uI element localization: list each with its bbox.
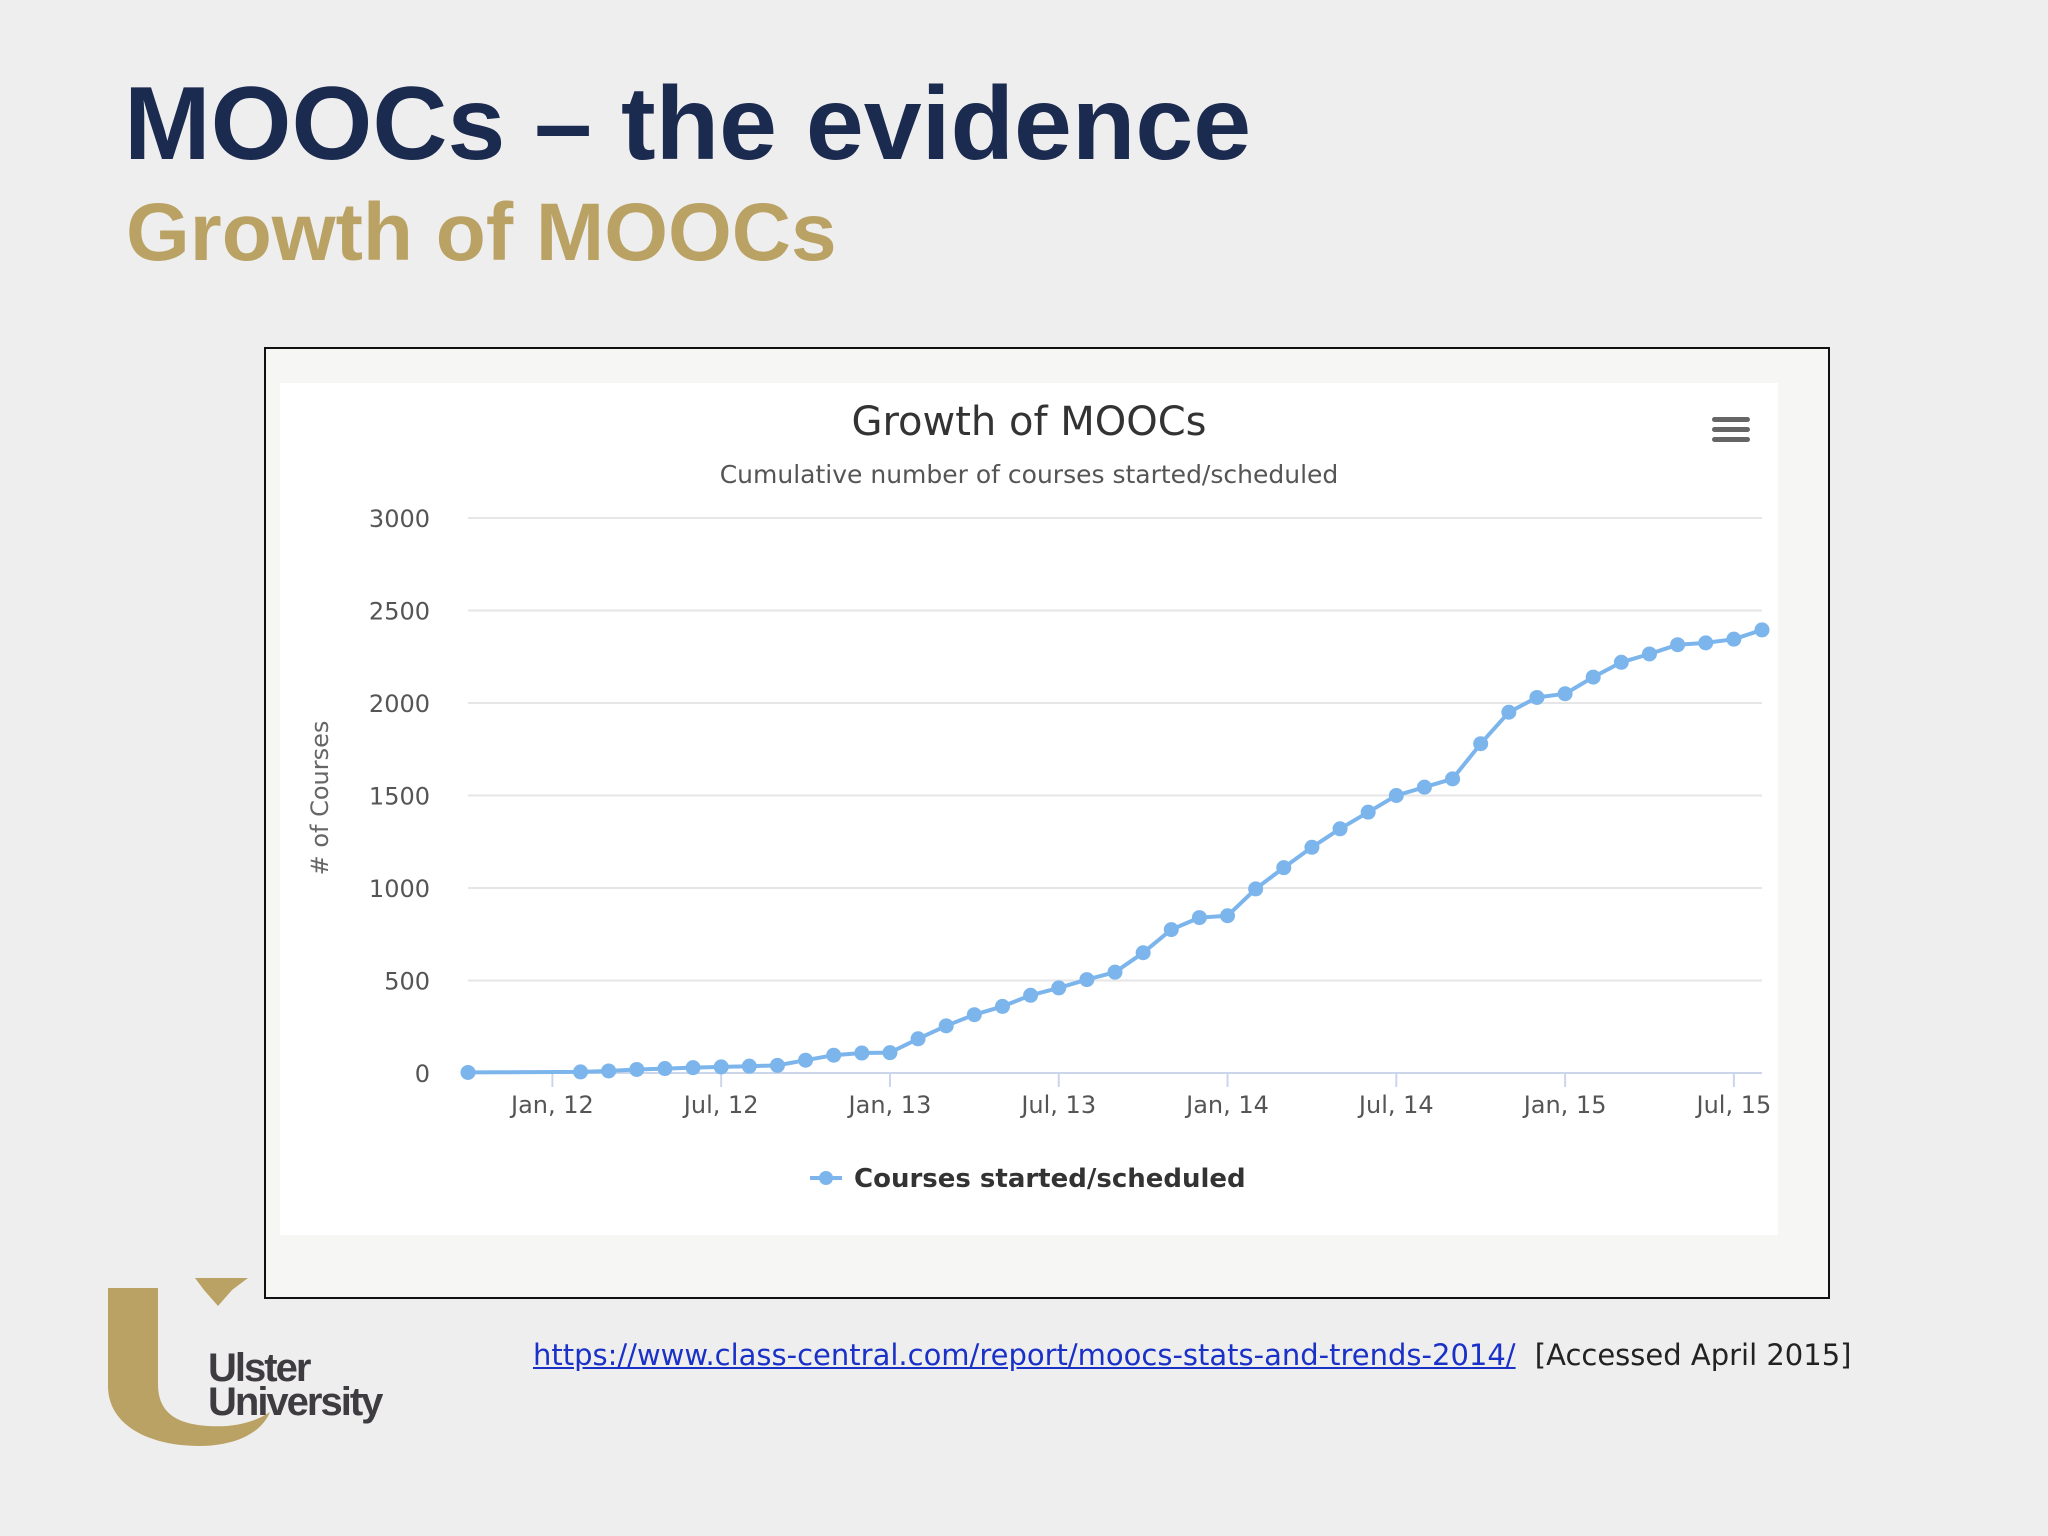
data-point xyxy=(1332,821,1348,837)
data-point xyxy=(1360,804,1376,820)
data-point xyxy=(882,1045,898,1061)
data-point xyxy=(601,1063,617,1079)
data-point xyxy=(1473,736,1489,752)
chart-panel: 0 500 1000 1500 2000 2500 3000 Jan, 12 Jul, 12 Ja… xyxy=(280,383,1778,1235)
x-tick-label: Jan, 15 xyxy=(1522,1091,1607,1119)
data-point xyxy=(573,1064,589,1080)
y-tick-label: 3000 xyxy=(369,505,430,533)
x-tick-label: Jan, 13 xyxy=(847,1091,932,1119)
data-point xyxy=(1613,654,1629,670)
data-point xyxy=(1023,987,1039,1003)
chart-menu-button[interactable] xyxy=(1708,413,1754,453)
data-point xyxy=(1248,881,1264,897)
accessed-date: [Accessed April 2015] xyxy=(1534,1338,1852,1372)
data-point xyxy=(657,1061,673,1077)
data-point xyxy=(826,1047,842,1063)
chart-title: Growth of MOOCs xyxy=(851,399,1206,445)
data-point xyxy=(1445,771,1461,787)
data-point xyxy=(994,998,1010,1014)
data-point xyxy=(1501,704,1517,720)
data-point xyxy=(1135,945,1151,961)
y-tick-label: 2500 xyxy=(369,598,430,626)
series-layer xyxy=(460,622,1770,1080)
data-point xyxy=(1698,635,1714,651)
hamburger-menu-icon xyxy=(1712,417,1750,422)
data-point xyxy=(460,1064,476,1080)
chart-subtitle: Cumulative number of courses started/sch… xyxy=(720,460,1339,489)
x-tick-label: Jul, 14 xyxy=(1357,1091,1434,1119)
data-point xyxy=(1557,686,1573,702)
data-point xyxy=(966,1007,982,1023)
chart-frame: 0 500 1000 1500 2000 2500 3000 Jan, 12 Jul, 12 Ja… xyxy=(264,347,1830,1299)
logo-text-line1: Ulster xyxy=(208,1346,311,1390)
x-tick-label: Jan, 12 xyxy=(509,1091,594,1119)
data-point xyxy=(741,1058,757,1074)
source-citation: https://www.class-central.com/report/moo… xyxy=(533,1338,1851,1372)
data-point xyxy=(1641,646,1657,662)
x-tick-label: Jan, 14 xyxy=(1184,1091,1269,1119)
y-tick-label: 0 xyxy=(415,1060,430,1088)
data-point xyxy=(1220,908,1236,924)
data-point xyxy=(1754,622,1770,638)
data-point xyxy=(1388,788,1404,803)
data-point xyxy=(1416,779,1432,795)
data-point xyxy=(1276,860,1292,876)
data-point xyxy=(1051,980,1067,996)
grid-lines xyxy=(468,517,1762,982)
data-point xyxy=(629,1061,645,1077)
data-point xyxy=(1726,631,1742,647)
y-tick-label: 1000 xyxy=(369,875,430,903)
growth-chart: 0 500 1000 1500 2000 2500 3000 Jan, 12 Jul, 12 Ja… xyxy=(306,399,1771,1194)
x-tick-label: Jul, 15 xyxy=(1694,1091,1771,1119)
y-axis-title: # of Courses xyxy=(306,721,334,876)
data-point xyxy=(685,1060,701,1076)
data-point xyxy=(713,1059,729,1075)
data-point xyxy=(769,1057,785,1073)
hamburger-menu-icon-bar xyxy=(1712,427,1750,432)
data-point xyxy=(1670,637,1686,653)
data-point xyxy=(1191,910,1207,926)
data-point xyxy=(1079,972,1095,988)
slide-subtitle: Growth of MOOCs xyxy=(126,187,837,278)
x-tick-label: Jul, 13 xyxy=(1019,1091,1096,1119)
legend[interactable]: Courses started/scheduled xyxy=(810,1164,1246,1194)
y-tick-label: 500 xyxy=(384,968,430,996)
data-point xyxy=(1163,922,1179,938)
data-point xyxy=(798,1052,814,1068)
data-point xyxy=(1529,689,1545,705)
y-tick-label: 1500 xyxy=(369,783,430,811)
data-point xyxy=(1585,669,1601,685)
x-tick-label: Jul, 12 xyxy=(682,1091,759,1119)
slide-title: MOOCs – the evidence xyxy=(124,66,1252,182)
university-logo: Ulster University xyxy=(100,1276,420,1456)
data-point xyxy=(1107,964,1123,980)
legend-marker xyxy=(819,1171,833,1185)
axes: 0 500 1000 1500 2000 2500 3000 Jan, 12 Jul, 12 Ja… xyxy=(369,505,1771,1119)
data-point xyxy=(1304,839,1320,855)
logo-mark-icon xyxy=(108,1278,270,1446)
legend-label: Courses started/scheduled xyxy=(854,1164,1246,1194)
data-point xyxy=(910,1031,926,1047)
hamburger-menu-icon-bar xyxy=(1712,437,1750,442)
data-point xyxy=(854,1045,870,1061)
logo-text-line2: University xyxy=(208,1380,383,1424)
source-link[interactable]: https://www.class-central.com/report/moo… xyxy=(533,1338,1516,1372)
y-tick-label: 2000 xyxy=(369,690,430,718)
data-point xyxy=(938,1018,954,1034)
